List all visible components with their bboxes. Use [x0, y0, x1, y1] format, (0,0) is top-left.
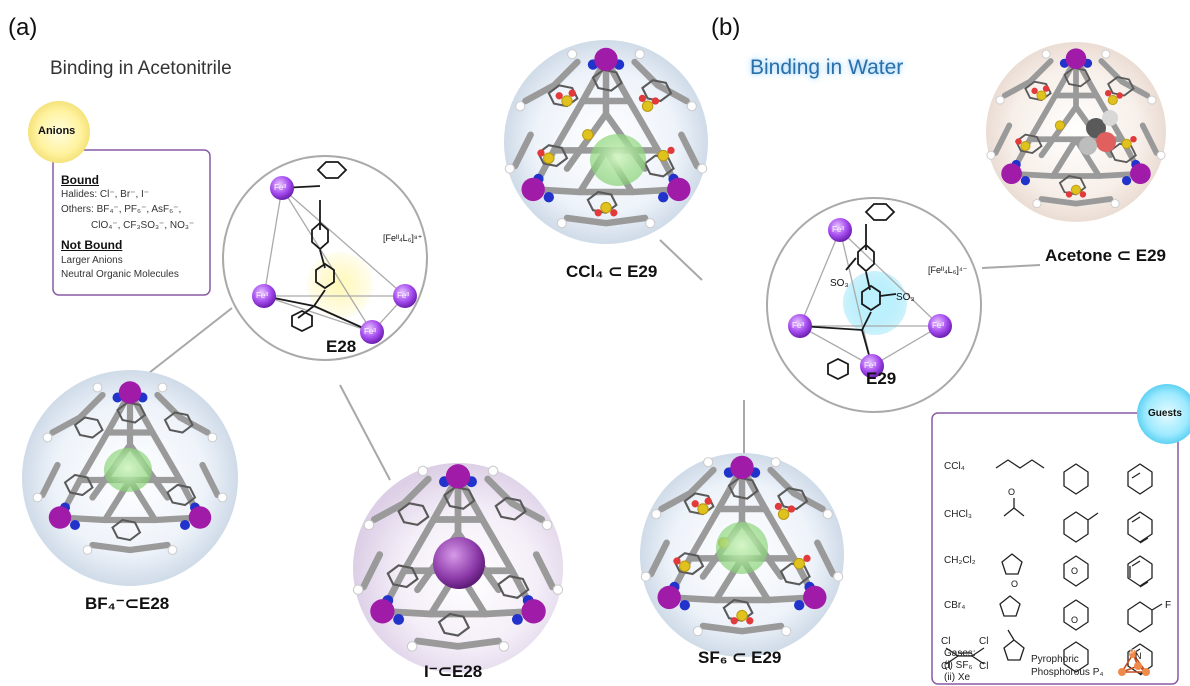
gas-xe: (ii) Xe: [944, 672, 971, 683]
pyrophoric-label: Pyrophoric: [1031, 654, 1079, 665]
fluorine-atom-label: F: [1165, 600, 1172, 611]
nitrogen-atom-label: N: [1135, 651, 1142, 661]
guest-structures: [945, 459, 1163, 676]
panel-b-label: (b): [711, 14, 741, 41]
e28-name: E28: [326, 337, 357, 356]
chlorine-atom-label: Cl: [941, 636, 951, 647]
fe-label: Feᴵᴵ: [364, 327, 377, 336]
fe-centers-e29: [788, 218, 952, 378]
fe-label: Feᴵᴵ: [256, 291, 269, 300]
chlorine-atom-label: Cl: [979, 661, 989, 672]
structure-bf4-e28: [22, 370, 238, 586]
chlorine-atom-label: Cl: [941, 661, 951, 672]
guest-cbr4: CBr₄: [944, 600, 966, 611]
ccl4-complex-label: CCl₄ ⊂ E29: [566, 262, 658, 281]
oxygen-atom-label: O: [1008, 487, 1016, 497]
structure-sf6-e29: [640, 453, 844, 657]
fe-label: Feᴵᴵ: [792, 321, 805, 330]
guest-ccl4: CCl₄: [944, 461, 965, 472]
panel-a-label: (a): [8, 14, 38, 41]
phosphorous-label: Phosphorous P₄: [1031, 667, 1104, 678]
acetone-complex-label: Acetone ⊂ E29: [1045, 246, 1167, 265]
bound-title: Bound: [61, 173, 99, 187]
bf4-complex-label: BF₄⁻⊂E28: [85, 594, 170, 613]
guest-chcl3: CHCl₃: [944, 509, 972, 520]
not-bound-2: Neutral Organic Molecules: [61, 269, 179, 280]
guests-badge: [1137, 384, 1190, 444]
fe-centers-e28: [252, 176, 417, 344]
fe-label: Feᴵᴵ: [274, 183, 287, 192]
fe-label: Feᴵᴵ: [397, 291, 410, 300]
structure-ccl4-e29: [504, 40, 708, 244]
cage-e28-diagram: [222, 155, 428, 361]
not-bound-title: Not Bound: [61, 238, 123, 252]
sf6-complex-label: SF₆ ⊂ E29: [698, 648, 782, 667]
so3-label: SO₃: [896, 292, 915, 303]
guest-ch2cl2: CH₂Cl₂: [944, 555, 976, 566]
gases-title: Gases:: [944, 648, 976, 659]
anions-badge-label: Anions: [38, 125, 76, 137]
structure-iodide-e28: [353, 463, 563, 673]
not-bound-1: Larger Anions: [61, 255, 123, 266]
phosphorus-atom-label: P: [1130, 650, 1135, 656]
e29-formula: [Feᴵᴵ₄L₆]⁴⁻: [928, 265, 968, 275]
chlorine-atom-label: Cl: [979, 636, 989, 647]
cage-e29-diagram: [766, 197, 982, 413]
water-heading: Binding in Water: [750, 56, 904, 79]
bound-others-2: ClO₄⁻, CF₃SO₃⁻, NO₃⁻: [91, 220, 195, 231]
guests-badge-label: Guests: [1148, 408, 1182, 419]
guest-list-box: [931, 412, 1179, 685]
fe-label: Feᴵᴵ: [932, 321, 945, 330]
oxygen-atom-label: O: [1011, 579, 1019, 589]
fe-label: Feᴵᴵ: [832, 225, 845, 234]
oxygen-atom-label: O: [1071, 566, 1079, 576]
bound-halides: Halides: Cl⁻, Br⁻, I⁻: [61, 189, 150, 200]
oxygen-atom-label: O: [1071, 615, 1079, 625]
anion-list-box: [52, 149, 211, 296]
e28-formula: [Feᴵᴵ₄L₆]⁸⁺: [383, 233, 423, 243]
fe-label: Feᴵᴵ: [864, 361, 877, 370]
gas-sf6: (i) SF₆: [944, 660, 973, 671]
p4-tetrahedron: [1118, 650, 1150, 676]
bound-others-1: Others: BF₄⁻, PF₆⁻, AsF₆⁻,: [61, 204, 182, 215]
e29-name: E29: [866, 369, 897, 388]
so3-label: SO₃: [830, 278, 849, 289]
structure-acetone-e29: [986, 42, 1166, 222]
acetonitrile-heading: Binding in Acetonitrile: [50, 58, 232, 79]
anions-badge: [28, 101, 90, 163]
iodide-complex-label: I⁻⊂E28: [424, 662, 483, 681]
